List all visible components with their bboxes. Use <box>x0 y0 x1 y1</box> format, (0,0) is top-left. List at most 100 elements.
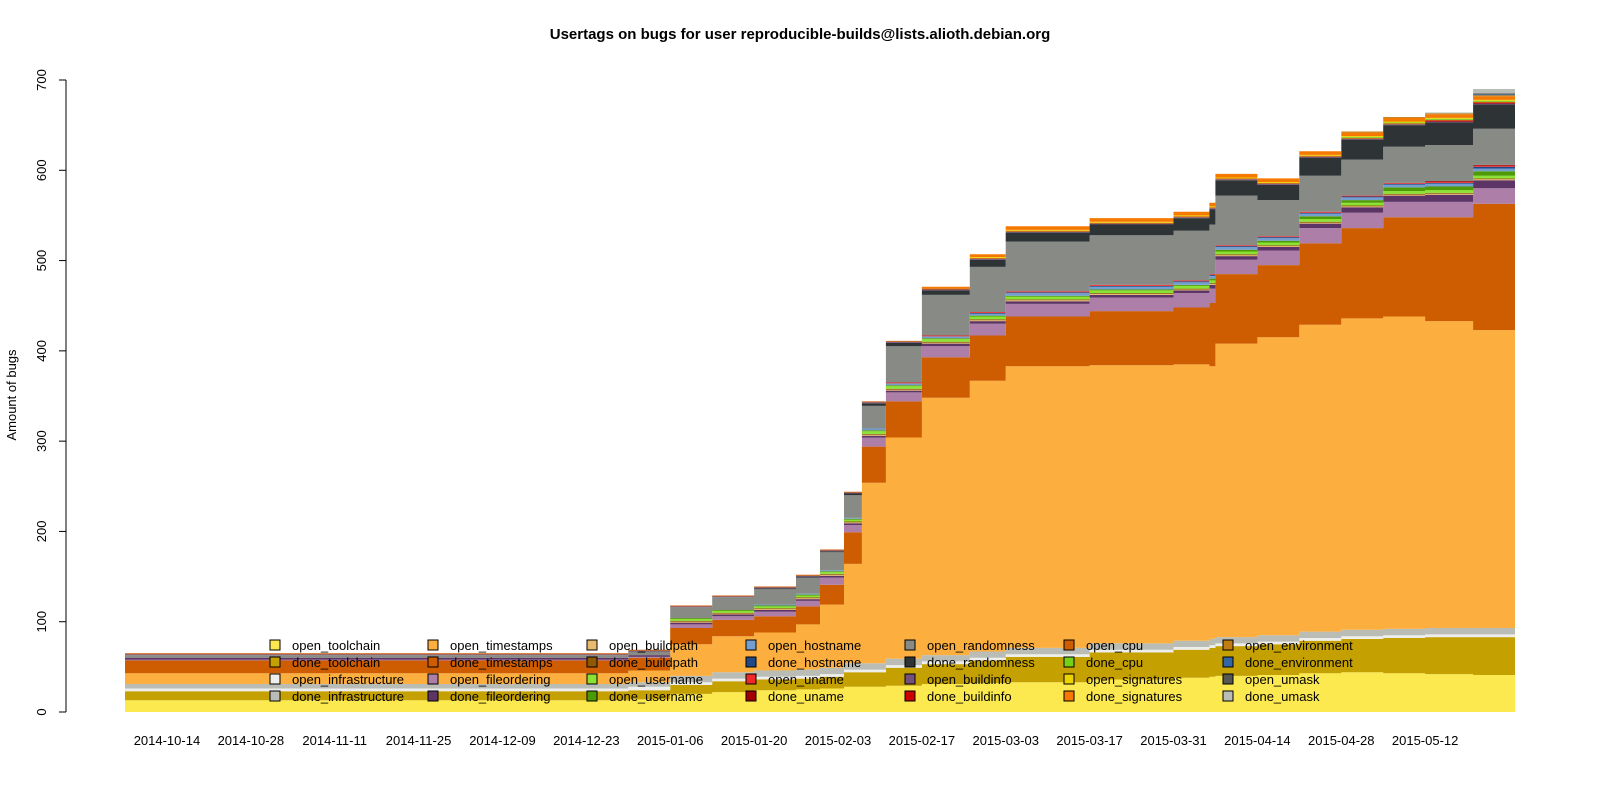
x-tick-label: 2014-11-25 <box>386 733 452 748</box>
x-tick-label: 2014-12-09 <box>469 733 536 748</box>
legend-label: done_uname <box>768 689 844 704</box>
legend-label: open_username <box>609 672 703 687</box>
legend-label: open_environment <box>1245 638 1353 653</box>
area-open-fileordering <box>125 178 1515 661</box>
y-axis-label: Amount of bugs <box>4 349 19 441</box>
legend-label: open_randomness <box>927 638 1035 653</box>
legend-label: done_infrastructure <box>292 689 404 704</box>
legend-item-done-uname: done_uname <box>745 689 844 704</box>
x-axis: 2014-10-14 2014-10-28 2014-11-11 2014-11-25… <box>134 733 1459 748</box>
legend-label: done_randomness <box>927 655 1035 670</box>
legend-item-done-signatures: done_signatures <box>1063 689 1183 704</box>
y-tick-label: 500 <box>34 250 49 272</box>
series-areas <box>125 74 1515 712</box>
x-tick-label: 2015-01-06 <box>637 733 704 748</box>
legend-label: done_hostname <box>768 655 861 670</box>
legend-label: open_cpu <box>1086 638 1143 653</box>
chart-title: Usertags on bugs for user reproducible-b… <box>550 26 1051 43</box>
legend-item-done-randomness: done_randomness <box>904 655 1035 670</box>
legend-swatch <box>745 673 757 685</box>
area-open-randomness <box>125 117 1515 658</box>
legend-swatch <box>1063 673 1075 685</box>
legend-item-open-environment: open_environment <box>1222 638 1353 653</box>
legend-item-done-username: done_username <box>586 689 703 704</box>
x-tick-label: 2015-01-20 <box>721 733 788 748</box>
legend-swatch <box>427 673 439 685</box>
legend-swatch <box>1222 690 1234 702</box>
legend-item-done-umask: done_umask <box>1222 689 1320 704</box>
legend-item-open-fileordering: open_fileordering <box>427 672 550 687</box>
legend-item-open-randomness: open_randomness <box>904 638 1035 653</box>
legend-swatch <box>586 673 598 685</box>
legend-label: done_fileordering <box>450 689 550 704</box>
area-done-timestamps <box>125 193 1515 674</box>
y-tick-label: 600 <box>34 159 49 181</box>
x-tick-label: 2014-10-14 <box>134 733 201 748</box>
legend-swatch <box>1222 639 1234 651</box>
x-tick-label: 2015-02-17 <box>889 733 956 748</box>
legend-item-done-timestamps: done_timestamps <box>427 655 553 670</box>
y-tick-label: 700 <box>34 69 49 91</box>
legend-label: done_signatures <box>1086 689 1183 704</box>
legend-item-done-buildpath: done_buildpath <box>586 655 698 670</box>
legend-item-open-hostname: open_hostname <box>745 638 861 653</box>
area-open-timestamps <box>125 316 1515 684</box>
legend-swatch <box>269 690 281 702</box>
legend-swatch <box>427 656 439 668</box>
x-tick-label: 2014-12-23 <box>553 733 620 748</box>
legend-label: done_username <box>609 689 703 704</box>
legend-item-open-uname: open_uname <box>745 672 844 687</box>
legend-label: open_timestamps <box>450 638 553 653</box>
legend-label: open_infrastructure <box>292 672 404 687</box>
legend-swatch <box>904 639 916 651</box>
legend-swatch <box>427 639 439 651</box>
legend-item-open-buildinfo: open_buildinfo <box>904 672 1012 687</box>
legend-swatch <box>904 673 916 685</box>
legend-swatch <box>1063 690 1075 702</box>
legend-label: open_signatures <box>1086 672 1183 687</box>
x-tick-label: 2015-03-17 <box>1056 733 1123 748</box>
legend-label: done_toolchain <box>292 655 380 670</box>
legend-item-done-infrastructure: done_infrastructure <box>269 689 404 704</box>
legend-swatch <box>269 656 281 668</box>
legend-item-open-timestamps: open_timestamps <box>427 638 553 653</box>
area-done-randomness <box>125 92 1515 656</box>
y-tick-label: 0 <box>34 708 49 715</box>
legend-label: open_buildpath <box>609 638 698 653</box>
legend-item-open-umask: open_umask <box>1222 672 1320 687</box>
legend-swatch <box>269 673 281 685</box>
legend-item-done-fileordering: done_fileordering <box>427 689 550 704</box>
legend-label: done_environment <box>1245 655 1353 670</box>
legend-item-open-toolchain: open_toolchain <box>269 638 380 653</box>
x-tick-label: 2015-03-31 <box>1140 733 1207 748</box>
legend-label: open_fileordering <box>450 672 550 687</box>
x-tick-label: 2015-03-03 <box>972 733 1039 748</box>
legend-swatch <box>586 639 598 651</box>
legend-label: done_timestamps <box>450 655 553 670</box>
legend-label: done_cpu <box>1086 655 1143 670</box>
legend-swatch <box>269 639 281 651</box>
legend-item-done-cpu: done_cpu <box>1063 655 1143 670</box>
y-tick-label: 400 <box>34 340 49 362</box>
legend-item-done-buildinfo: done_buildinfo <box>904 689 1012 704</box>
x-tick-label: 2015-02-03 <box>805 733 872 748</box>
legend-swatch <box>1063 656 1075 668</box>
legend-swatch <box>1063 639 1075 651</box>
legend-swatch <box>586 656 598 668</box>
x-tick-label: 2015-05-12 <box>1392 733 1459 748</box>
legend-item-open-cpu: open_cpu <box>1063 638 1143 653</box>
legend-swatch <box>1222 673 1234 685</box>
legend-item-done-hostname: done_hostname <box>745 655 861 670</box>
area-done-toolchain <box>125 636 1515 701</box>
legend-label: done_buildinfo <box>927 689 1012 704</box>
legend-item-done-toolchain: done_toolchain <box>269 655 380 670</box>
legend-label: open_uname <box>768 672 844 687</box>
legend-swatch <box>745 656 757 668</box>
area-open-toolchain <box>125 672 1515 712</box>
legend-label: open_toolchain <box>292 638 380 653</box>
legend-item-open-username: open_username <box>586 672 703 687</box>
y-axis: 0 100 200 300 400 500 600 700 <box>34 69 67 716</box>
legend-item-open-signatures: open_signatures <box>1063 672 1183 687</box>
y-tick-label: 200 <box>34 521 49 543</box>
